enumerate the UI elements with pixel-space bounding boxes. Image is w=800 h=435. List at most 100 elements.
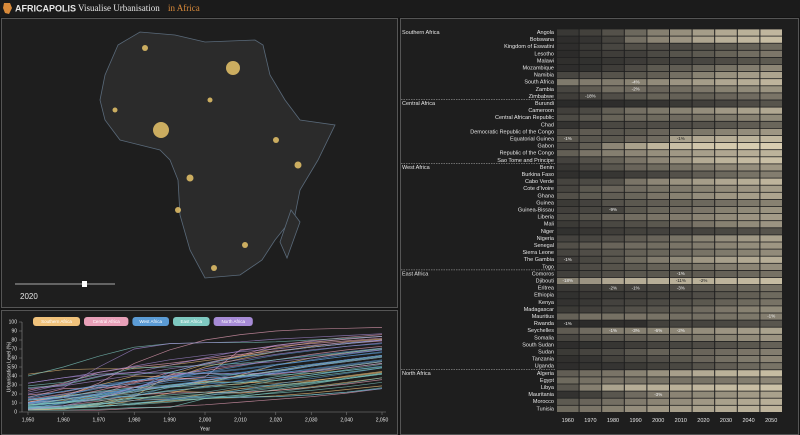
- heatmap-cell[interactable]: [715, 114, 737, 121]
- heatmap-cell[interactable]: [602, 313, 624, 320]
- heatmap-cell[interactable]: [760, 348, 782, 356]
- heatmap-cell[interactable]: [647, 334, 669, 341]
- heatmap-cell[interactable]: [557, 171, 579, 178]
- heatmap-cell[interactable]: [624, 292, 647, 299]
- heatmap-cell[interactable]: [602, 256, 624, 263]
- heatmap-cell[interactable]: [715, 79, 737, 86]
- heatmap-cell[interactable]: [737, 292, 760, 299]
- heatmap-cell[interactable]: [715, 206, 737, 214]
- heatmap-cell[interactable]: [602, 377, 624, 384]
- heatmap-cell[interactable]: [715, 72, 737, 79]
- heatmap-cell[interactable]: [602, 292, 624, 299]
- heatmap-cell[interactable]: [737, 334, 760, 341]
- heatmap-cell[interactable]: [624, 384, 647, 391]
- heatmap-cell[interactable]: [670, 107, 692, 114]
- heatmap-cell[interactable]: [692, 270, 715, 278]
- heatmap-cell[interactable]: [624, 285, 647, 292]
- heatmap-cell[interactable]: [579, 370, 602, 377]
- heatmap-cell[interactable]: [692, 228, 715, 235]
- heatmap-cell[interactable]: [557, 50, 579, 57]
- heatmap-cell[interactable]: [557, 384, 579, 391]
- heatmap-cell[interactable]: [647, 107, 669, 114]
- heatmap-cell[interactable]: [647, 221, 669, 228]
- heatmap-cell[interactable]: [715, 121, 737, 128]
- heatmap-cell[interactable]: [737, 249, 760, 256]
- heatmap-cell[interactable]: [602, 100, 624, 107]
- heatmap-cell[interactable]: [670, 299, 692, 306]
- heatmap-cell[interactable]: [692, 221, 715, 228]
- heatmap-cell[interactable]: [715, 242, 737, 249]
- heatmap-cell[interactable]: [692, 235, 715, 242]
- heatmap-cell[interactable]: [715, 64, 737, 72]
- heatmap-cell[interactable]: [692, 29, 715, 36]
- heatmap-cell[interactable]: [715, 143, 737, 150]
- heatmap-cell[interactable]: [579, 405, 602, 412]
- heatmap-cell[interactable]: [670, 398, 692, 405]
- heatmap-cell[interactable]: [692, 370, 715, 377]
- heatmap-cell[interactable]: [760, 320, 782, 327]
- heatmap-cell[interactable]: [624, 185, 647, 192]
- heatmap-cell[interactable]: [647, 64, 669, 72]
- heatmap-cell[interactable]: [602, 327, 624, 334]
- heatmap-cell[interactable]: [579, 256, 602, 263]
- heatmap-cell[interactable]: [647, 100, 669, 107]
- heatmap-cell[interactable]: [624, 341, 647, 349]
- heatmap-cell[interactable]: [715, 327, 737, 334]
- heatmap-cell[interactable]: [647, 263, 669, 270]
- heatmap-cell[interactable]: [557, 341, 579, 349]
- heatmap-cell[interactable]: [737, 86, 760, 93]
- heatmap-cell[interactable]: [715, 306, 737, 313]
- heatmap-cell[interactable]: [557, 405, 579, 412]
- heatmap-cell[interactable]: [670, 235, 692, 242]
- heatmap-cell[interactable]: [557, 57, 579, 65]
- heatmap-cell[interactable]: [602, 157, 624, 164]
- heatmap-cell[interactable]: [579, 334, 602, 341]
- heatmap-cell[interactable]: [737, 235, 760, 242]
- heatmap-cell[interactable]: [737, 320, 760, 327]
- heatmap-cell[interactable]: [557, 214, 579, 221]
- heatmap-cell[interactable]: [715, 235, 737, 242]
- heatmap-cell[interactable]: [715, 285, 737, 292]
- heatmap-cell[interactable]: [737, 299, 760, 306]
- heatmap-cell[interactable]: [715, 128, 737, 136]
- heatmap-cell[interactable]: [624, 171, 647, 178]
- heatmap-cell[interactable]: [624, 249, 647, 256]
- heatmap-cell[interactable]: [647, 57, 669, 65]
- heatmap-cell[interactable]: [624, 100, 647, 107]
- heatmap-cell[interactable]: [579, 150, 602, 157]
- heatmap-cell[interactable]: [602, 405, 624, 412]
- heatmap-cell[interactable]: [647, 299, 669, 306]
- heatmap-cell[interactable]: [579, 107, 602, 114]
- heatmap-cell[interactable]: [760, 370, 782, 377]
- heatmap-cell[interactable]: [624, 57, 647, 65]
- heatmap-cell[interactable]: [670, 171, 692, 178]
- heatmap-cell[interactable]: [692, 285, 715, 292]
- heatmap-cell[interactable]: [647, 256, 669, 263]
- heatmap-cell[interactable]: [557, 348, 579, 356]
- heatmap-cell[interactable]: [624, 107, 647, 114]
- heatmap-cell[interactable]: [579, 86, 602, 93]
- heatmap-cell[interactable]: [647, 128, 669, 136]
- heatmap-cell[interactable]: [760, 334, 782, 341]
- heatmap-cell[interactable]: [670, 334, 692, 341]
- heatmap-cell[interactable]: [647, 135, 669, 143]
- heatmap-cell[interactable]: [670, 249, 692, 256]
- heatmap-cell[interactable]: [602, 121, 624, 128]
- heatmap-cell[interactable]: [670, 348, 692, 356]
- heatmap-cell[interactable]: [670, 313, 692, 320]
- heatmap-cell[interactable]: [670, 214, 692, 221]
- heatmap-cell[interactable]: [602, 249, 624, 256]
- heatmap-cell[interactable]: [692, 277, 715, 285]
- heatmap-cell[interactable]: [602, 398, 624, 405]
- heatmap-cell[interactable]: [624, 43, 647, 50]
- heatmap-cell[interactable]: [579, 114, 602, 121]
- heatmap-cell[interactable]: [579, 192, 602, 199]
- heatmap-cell[interactable]: [692, 128, 715, 136]
- legend-button[interactable]: [33, 317, 80, 326]
- heatmap-cell[interactable]: [557, 313, 579, 320]
- heatmap-cell[interactable]: [579, 306, 602, 313]
- heatmap-cell[interactable]: [760, 100, 782, 107]
- heatmap-cell[interactable]: [602, 277, 624, 285]
- heatmap-cell[interactable]: [579, 348, 602, 356]
- heatmap-cell[interactable]: [692, 114, 715, 121]
